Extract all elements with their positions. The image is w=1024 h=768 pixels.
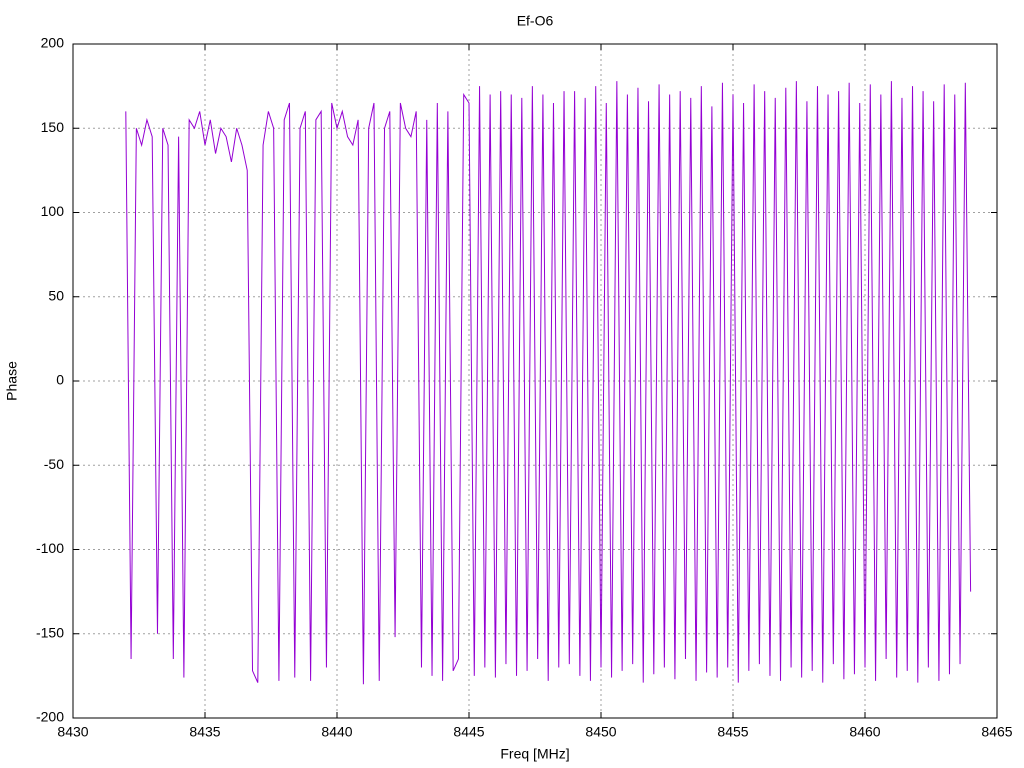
- y-tick-label: -100: [36, 540, 64, 556]
- x-tick-label: 8460: [849, 724, 880, 740]
- y-tick-label: 150: [41, 119, 65, 135]
- x-tick-label: 8465: [981, 724, 1012, 740]
- x-tick-label: 8450: [585, 724, 616, 740]
- y-tick-label: 100: [41, 203, 65, 219]
- chart-title: Ef-O6: [517, 13, 554, 29]
- y-tick-label: -50: [44, 456, 64, 472]
- y-tick-label: -150: [36, 624, 64, 640]
- plot-border: [72, 43, 998, 719]
- data-line: [125, 81, 972, 685]
- x-tick-label: 8440: [321, 724, 352, 740]
- x-tick-label: 8455: [717, 724, 748, 740]
- y-tick-label: 50: [48, 287, 64, 303]
- x-axis-label: Freq [MHz]: [500, 746, 569, 762]
- x-tick-label: 8435: [189, 724, 220, 740]
- y-tick-label: -200: [36, 709, 64, 725]
- x-tick-label: 8445: [453, 724, 484, 740]
- y-tick-label: 200: [41, 35, 65, 51]
- x-tick-label: 8430: [57, 724, 88, 740]
- y-axis-label: Phase: [4, 361, 20, 401]
- y-tick-label: 0: [56, 372, 64, 388]
